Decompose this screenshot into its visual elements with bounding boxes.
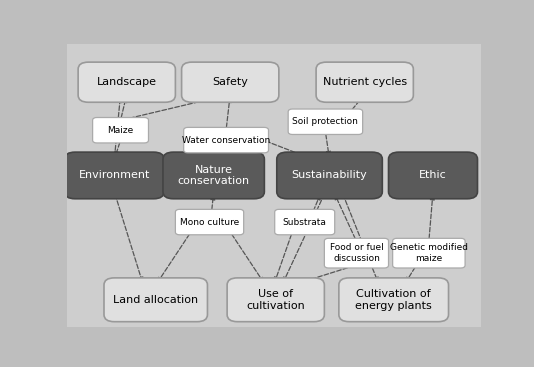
FancyBboxPatch shape: [65, 152, 164, 199]
FancyBboxPatch shape: [60, 39, 487, 331]
FancyBboxPatch shape: [277, 152, 382, 199]
FancyBboxPatch shape: [316, 62, 413, 102]
FancyBboxPatch shape: [227, 278, 324, 322]
Text: Mono culture: Mono culture: [180, 218, 239, 226]
Text: Safety: Safety: [213, 77, 248, 87]
Text: Use of
cultivation: Use of cultivation: [246, 289, 305, 310]
FancyBboxPatch shape: [288, 109, 363, 134]
FancyBboxPatch shape: [182, 62, 279, 102]
FancyBboxPatch shape: [163, 152, 264, 199]
Text: Food or fuel
discussion: Food or fuel discussion: [329, 243, 383, 263]
Text: Water conservation: Water conservation: [182, 136, 270, 145]
Text: Landscape: Landscape: [97, 77, 157, 87]
Text: Cultivation of
energy plants: Cultivation of energy plants: [355, 289, 432, 310]
Text: Environment: Environment: [78, 170, 150, 181]
FancyBboxPatch shape: [339, 278, 449, 322]
FancyBboxPatch shape: [392, 238, 465, 268]
Text: Substrata: Substrata: [283, 218, 327, 226]
Text: Nutrient cycles: Nutrient cycles: [323, 77, 407, 87]
Text: Ethic: Ethic: [419, 170, 447, 181]
Text: Nature
conservation: Nature conservation: [178, 165, 250, 186]
FancyBboxPatch shape: [175, 209, 244, 235]
FancyBboxPatch shape: [184, 127, 269, 153]
FancyBboxPatch shape: [274, 209, 335, 235]
FancyBboxPatch shape: [104, 278, 207, 322]
Text: Genetic modified
maize: Genetic modified maize: [390, 243, 468, 263]
Text: Land allocation: Land allocation: [113, 295, 198, 305]
FancyBboxPatch shape: [389, 152, 477, 199]
FancyBboxPatch shape: [324, 238, 389, 268]
Text: Maize: Maize: [107, 126, 134, 135]
FancyBboxPatch shape: [92, 117, 148, 143]
Text: Soil protection: Soil protection: [293, 117, 358, 126]
FancyBboxPatch shape: [78, 62, 175, 102]
Text: Sustainability: Sustainability: [292, 170, 367, 181]
